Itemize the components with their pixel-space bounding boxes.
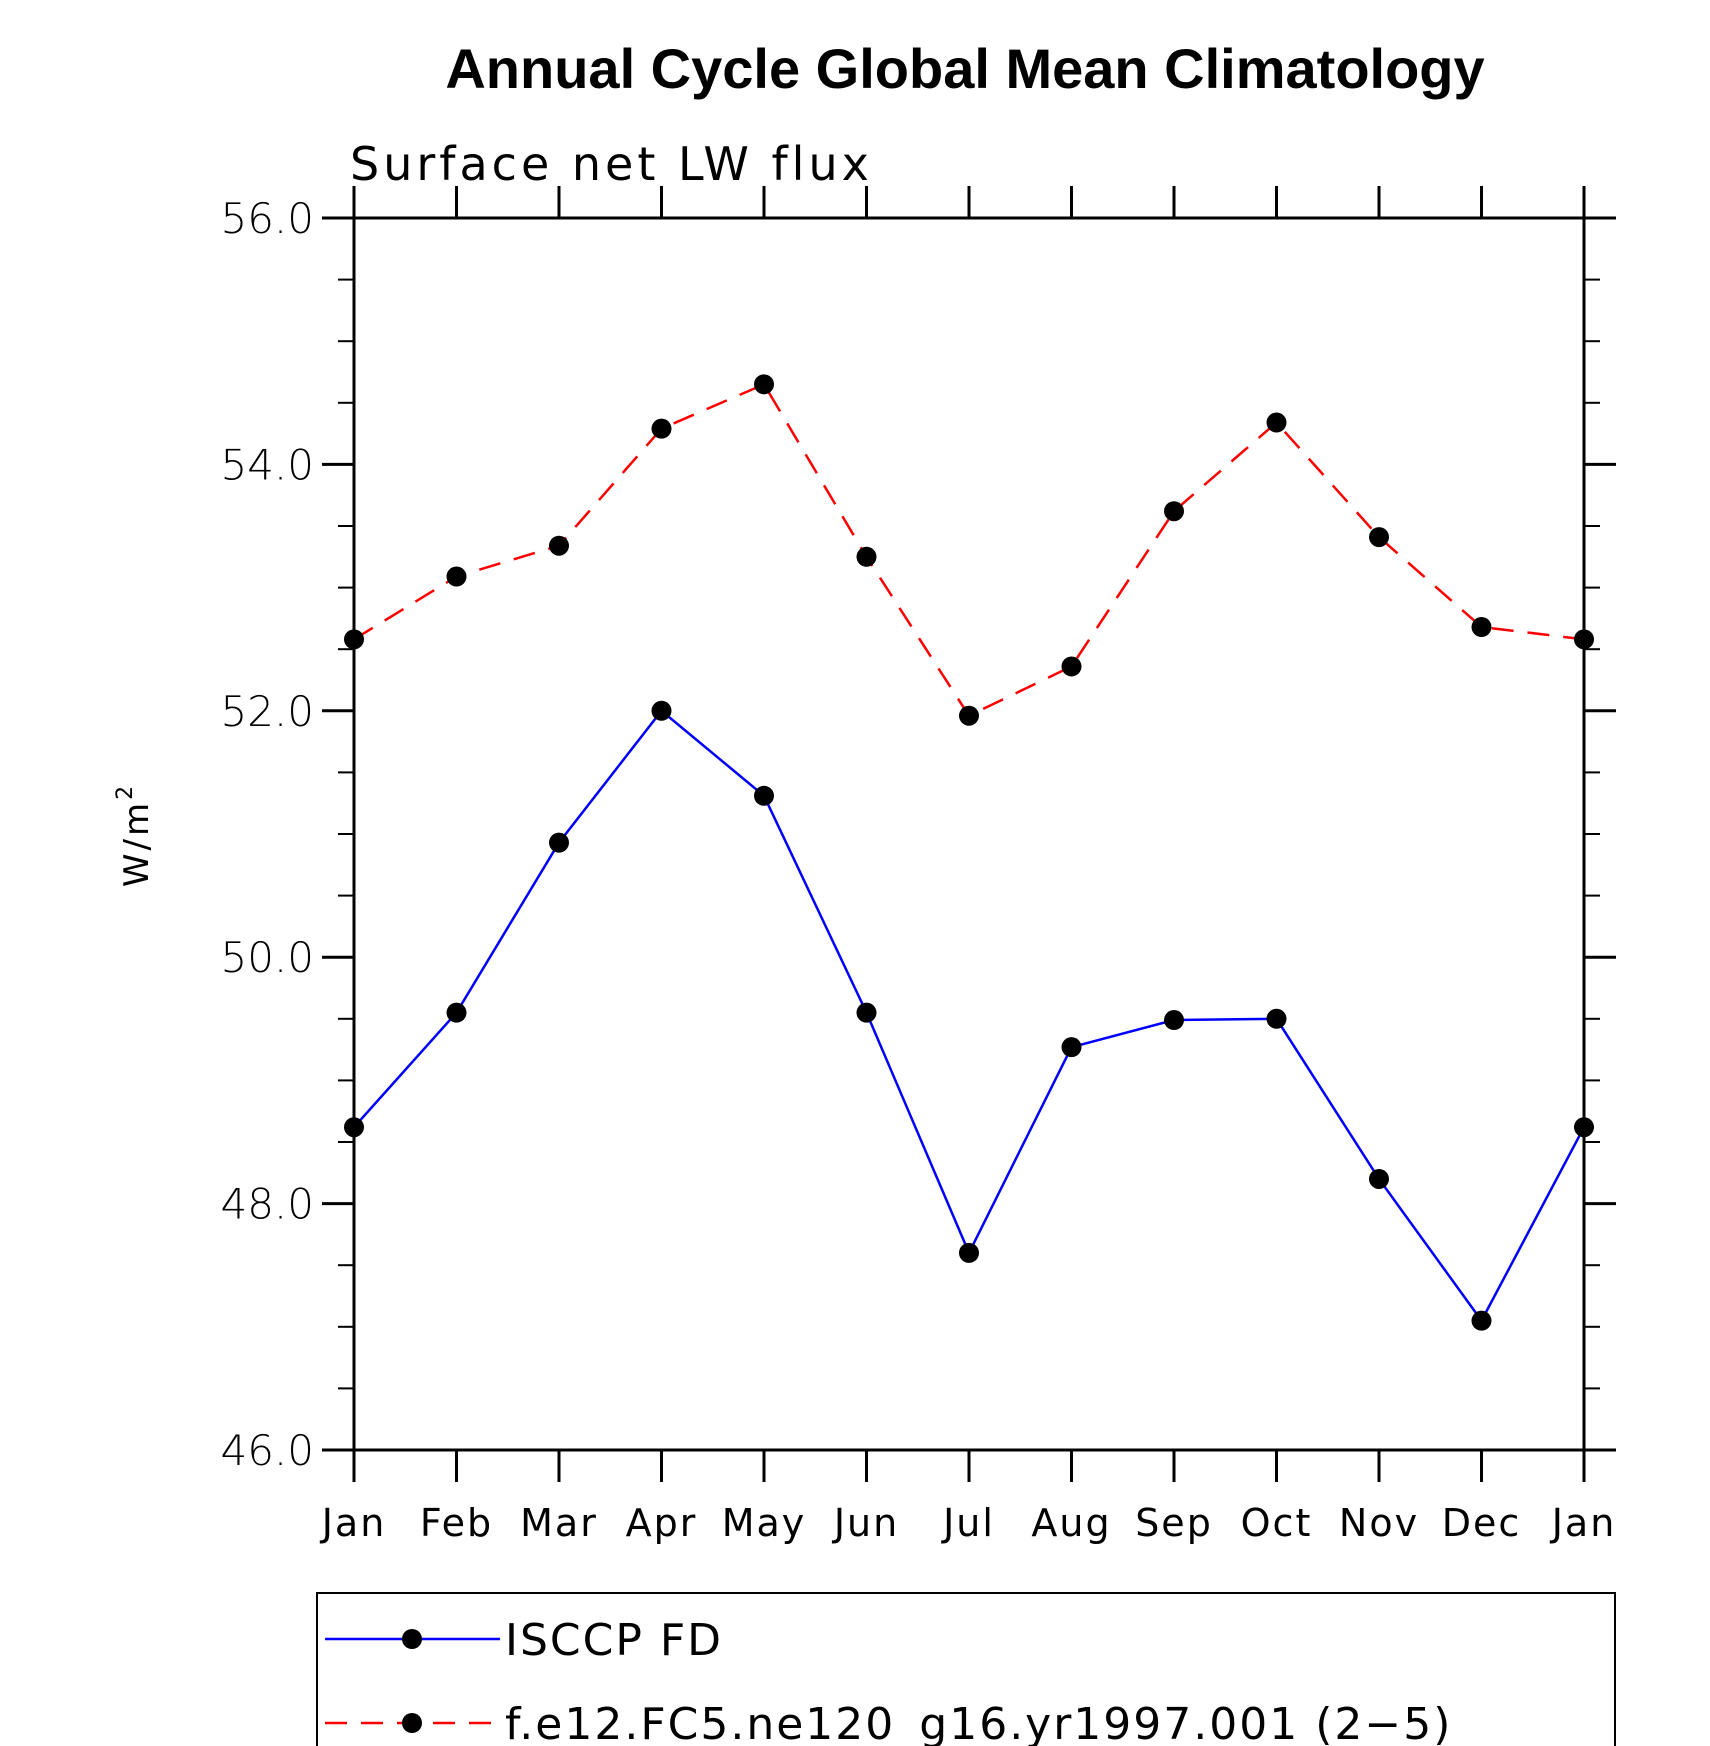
- series-line-0: [353, 709, 1586, 1323]
- legend-label-0: ISCCP FD: [505, 1615, 723, 1666]
- x-tick-label: Oct: [1241, 1501, 1313, 1545]
- y-axis-label-text: W/m: [117, 800, 157, 887]
- series-0-point: [1061, 1037, 1082, 1058]
- series-1-point: [651, 418, 672, 439]
- plot-frame: [352, 216, 1586, 1452]
- series-1-point: [959, 705, 979, 726]
- svg-text:W/m2: W/m2: [113, 783, 157, 887]
- series-0-point: [651, 700, 672, 721]
- legend-marker-0: [402, 1629, 422, 1649]
- chart-subtitle: Surface net LW flux: [350, 137, 873, 191]
- y-tick-label: 54.0: [220, 440, 314, 489]
- x-tick-label: Dec: [1442, 1501, 1522, 1545]
- legend-label-1: f.e12.FC5.ne120_g16.yr1997.001 (2−5): [505, 1699, 1452, 1746]
- y-tick-labels: 46.0 48.0 50.0 52.0 54.0 56.0: [220, 194, 314, 1475]
- y-tick-label: 46.0: [220, 1426, 314, 1475]
- x-tick-label: Aug: [1031, 1501, 1111, 1545]
- x-tick-label: Nov: [1339, 1501, 1419, 1545]
- series-line-1: [353, 382, 1585, 718]
- series-layer: [344, 374, 1594, 1331]
- x-tick-labels: Jan Feb Mar Apr May Jun Jul Aug Sep Oct Nov Dec Jan: [320, 1501, 1617, 1545]
- legend: ISCCP FD f.e12.FC5.ne120_g16.yr1997.001 (…: [316, 1592, 1616, 1746]
- x-tick-label: Jun: [832, 1501, 899, 1545]
- series-1-point: [1369, 527, 1389, 548]
- series-0-point: [1471, 1310, 1492, 1331]
- x-tick-label: Sep: [1135, 1501, 1213, 1545]
- legend-marker-1: [402, 1713, 422, 1733]
- series-0-point: [344, 1117, 364, 1138]
- y-axis-label-superscript: 2: [113, 783, 138, 800]
- y-axis-label: W/m2: [113, 783, 157, 887]
- series-0-point: [856, 1002, 877, 1023]
- series-0-point: [1164, 1010, 1184, 1031]
- series-1-point: [1266, 412, 1287, 433]
- legend-box: [316, 1592, 1616, 1746]
- series-1-point: [344, 629, 364, 650]
- series-1-point: [1061, 656, 1082, 677]
- axis-ticks: [322, 186, 1616, 1482]
- series-1-point: [856, 546, 877, 567]
- series-0-point: [1266, 1008, 1287, 1029]
- series-1-point: [1164, 501, 1184, 522]
- series-0-point: [446, 1002, 467, 1023]
- y-tick-label: 56.0: [220, 194, 314, 243]
- y-tick-label: 50.0: [220, 933, 314, 982]
- y-tick-label: 52.0: [220, 687, 314, 736]
- series-0-point: [754, 785, 774, 806]
- x-tick-label: Jan: [320, 1501, 387, 1545]
- series-1-point: [446, 566, 467, 587]
- series-1-point: [1471, 617, 1492, 638]
- series-1-point: [754, 374, 774, 395]
- series-1-point: [549, 535, 569, 556]
- x-tick-label: May: [722, 1501, 807, 1545]
- series-0-point: [959, 1242, 979, 1263]
- x-tick-label: Apr: [626, 1501, 698, 1545]
- series-0-point: [1574, 1117, 1594, 1138]
- chart-title: Annual Cycle Global Mean Climatology: [445, 37, 1484, 100]
- y-tick-label: 48.0: [220, 1180, 314, 1229]
- series-0-point: [549, 832, 569, 853]
- x-tick-label: Mar: [520, 1501, 598, 1545]
- x-tick-label: Jan: [1550, 1501, 1617, 1545]
- series-0-point: [1369, 1168, 1389, 1189]
- x-tick-label: Jul: [941, 1501, 995, 1545]
- series-1-point: [1574, 629, 1594, 650]
- x-tick-label: Feb: [420, 1501, 493, 1545]
